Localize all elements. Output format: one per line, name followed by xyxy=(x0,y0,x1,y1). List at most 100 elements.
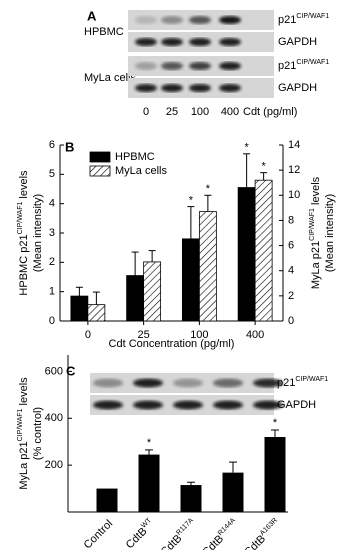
blot-band xyxy=(189,16,211,24)
blot-band xyxy=(213,378,243,388)
text-part: GAPDH xyxy=(278,36,317,48)
blot-band xyxy=(135,16,157,24)
legend-label: HPBMC xyxy=(115,151,155,163)
bar xyxy=(254,179,273,322)
text-part: GAPDH xyxy=(278,82,317,94)
y-axis-label: MyLa p21CIP/WAF1 levels xyxy=(309,176,322,289)
tick-label: 8 xyxy=(288,214,294,226)
bar xyxy=(87,304,106,322)
blot-band xyxy=(135,38,157,46)
significance-marker: * xyxy=(244,142,249,154)
y-axis-label: HPBMC p21CIP/WAF1 levels xyxy=(17,170,30,296)
blot-band xyxy=(161,38,183,46)
text-part: MyLa p21 xyxy=(310,241,322,289)
text-part: p21 xyxy=(278,60,296,72)
tick-label: 400 xyxy=(45,412,63,424)
text-part: p21 xyxy=(277,377,295,389)
panel-letter: B xyxy=(65,139,74,154)
superscript: R117A xyxy=(176,517,196,537)
blot-band xyxy=(161,16,183,24)
blot-band xyxy=(133,378,163,388)
lane-label: 400 xyxy=(221,106,239,118)
tick-label: 200 xyxy=(45,459,63,471)
y-axis-label: MyLa p21CIP/WAF1 levels xyxy=(17,377,30,490)
blot-band xyxy=(219,84,241,92)
superscript: CIP/WAF1 xyxy=(296,13,329,20)
x-tick-label: CdtBA163R xyxy=(242,517,283,550)
y-axis-label-line2: (Mean intensity) xyxy=(32,194,44,272)
lane-label: 25 xyxy=(166,106,178,118)
cell-label: MyLa cells xyxy=(84,72,136,84)
blot-band xyxy=(219,62,241,70)
bar xyxy=(264,437,286,512)
y-axis-label-line2: (Mean intensity) xyxy=(324,194,336,272)
tick-label: 4 xyxy=(288,265,294,277)
x-tick-label: CdtBR144A xyxy=(200,517,242,550)
band-label: GAPDH xyxy=(277,399,316,411)
band-label: p21CIP/WAF1 xyxy=(278,59,329,72)
blot-band xyxy=(135,84,157,92)
blot-band xyxy=(189,84,211,92)
bar xyxy=(180,485,202,512)
tick-label: 3 xyxy=(49,227,55,239)
bar xyxy=(126,275,145,322)
superscript: WT xyxy=(141,517,154,530)
cell-label: HPBMC xyxy=(84,26,124,38)
blot-band xyxy=(173,378,203,388)
bar xyxy=(70,295,89,322)
tick-label: 2 xyxy=(288,290,294,302)
blot-band xyxy=(219,16,241,24)
x-tick-label: CdtBR117A xyxy=(158,517,199,550)
tick-label: 5 xyxy=(49,168,55,180)
significance-marker: * xyxy=(189,195,194,207)
bar xyxy=(138,454,160,512)
blot-band xyxy=(133,400,163,410)
tick-label: 6 xyxy=(288,239,294,251)
significance-marker: * xyxy=(147,437,152,449)
superscript: CIP/WAF1 xyxy=(295,376,328,383)
superscript: R144A xyxy=(217,517,237,537)
significance-marker: * xyxy=(206,183,211,195)
legend-label: MyLa cells xyxy=(115,165,167,177)
text-part: Control xyxy=(82,518,116,550)
blot-band xyxy=(93,378,123,388)
blot-band xyxy=(253,378,283,388)
significance-marker: * xyxy=(273,417,278,429)
superscript: CIP/WAF1 xyxy=(17,202,24,235)
text-part: MyLa p21 xyxy=(18,441,30,489)
bar xyxy=(237,187,256,322)
x-tick-label: 0 xyxy=(85,329,91,341)
blot-band xyxy=(135,62,157,70)
band-label: p21CIP/WAF1 xyxy=(278,13,329,26)
band-label: GAPDH xyxy=(278,36,317,48)
tick-label: 0 xyxy=(49,315,55,327)
band-label: GAPDH xyxy=(278,82,317,94)
x-tick-label: CdtBWT xyxy=(123,517,157,550)
blot-band xyxy=(161,62,183,70)
bar xyxy=(143,261,162,322)
legend-swatch xyxy=(89,165,111,177)
text-part: GAPDH xyxy=(277,399,316,411)
blot-band xyxy=(189,62,211,70)
text-part: levels xyxy=(18,377,30,409)
text-part: levels xyxy=(18,170,30,202)
x-tick-label: Control xyxy=(82,518,116,550)
blot-band xyxy=(161,84,183,92)
superscript: CIP/WAF1 xyxy=(17,408,24,441)
blot-band xyxy=(213,400,243,410)
x-tick-label: 100 xyxy=(190,329,208,341)
x-axis-label: Cdt Concentration (pg/ml) xyxy=(109,338,235,350)
band-label: p21CIP/WAF1 xyxy=(277,376,328,389)
bar xyxy=(181,238,200,322)
tick-label: 0 xyxy=(288,315,294,327)
blot-band xyxy=(219,38,241,46)
x-tick-label: 25 xyxy=(138,329,150,341)
tick-label: 14 xyxy=(288,139,300,151)
tick-label: 6 xyxy=(49,139,55,151)
significance-marker: * xyxy=(261,161,266,173)
y-axis-label-line2: (% control) xyxy=(32,407,44,460)
lane-unit: Cdt (pg/ml) xyxy=(243,106,297,118)
tick-label: 2 xyxy=(49,256,55,268)
lane-label: 0 xyxy=(143,106,149,118)
